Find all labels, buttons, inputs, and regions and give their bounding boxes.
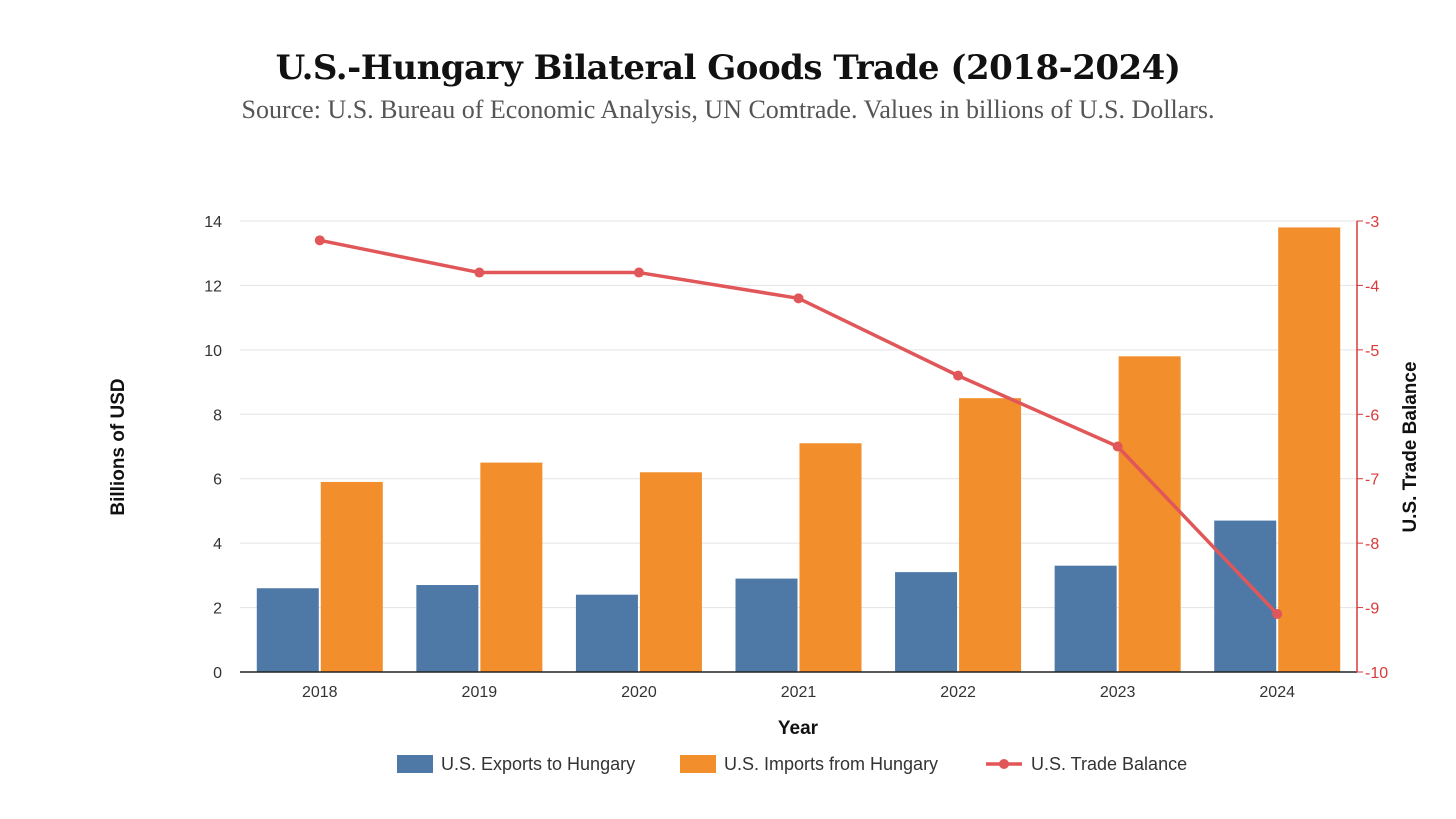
- legend-label-imports: U.S. Imports from Hungary: [724, 754, 938, 774]
- bar-imports: [480, 462, 543, 672]
- axes: [240, 220, 1363, 673]
- bar-exports: [416, 585, 479, 672]
- x-tick-label: 2022: [940, 684, 976, 701]
- legend-swatch-imports: [680, 755, 716, 773]
- point-balance: [1112, 441, 1123, 452]
- y-tick-label: 8: [213, 407, 222, 424]
- y-tick-label: 6: [213, 472, 222, 489]
- legend-label-balance: U.S. Trade Balance: [1031, 754, 1187, 774]
- y-tick-label: 2: [213, 601, 222, 618]
- bar-exports: [735, 578, 798, 672]
- y2-tick-label: -10: [1365, 665, 1388, 682]
- legend-marker-balance: [999, 759, 1009, 769]
- y2-axis-title: U.S. Trade Balance: [1400, 361, 1421, 532]
- bar-series: [256, 227, 1341, 672]
- x-axis-title: Year: [778, 718, 819, 739]
- point-balance: [474, 267, 485, 278]
- x-tick-label: 2020: [621, 684, 657, 701]
- bar-exports: [575, 594, 638, 672]
- bar-imports: [320, 481, 383, 672]
- y-tick-label: 4: [213, 536, 222, 553]
- y-tick-label: 10: [204, 343, 222, 360]
- x-tick-label: 2024: [1259, 684, 1295, 701]
- chart-title: U.S.-Hungary Bilateral Goods Trade (2018…: [275, 48, 1181, 88]
- bar-imports: [799, 443, 862, 672]
- tick-labels: 0 2 4 6 8 10 12 14 -10 -9 -8 -7 -6 -5 -4 -3 2018 2019 2020…: [204, 214, 1388, 701]
- point-balance: [314, 235, 325, 246]
- bar-imports: [1278, 227, 1341, 672]
- y2-tick-label: -5: [1365, 343, 1379, 360]
- legend-swatch-exports: [397, 755, 433, 773]
- x-tick-label: 2021: [781, 684, 817, 701]
- chart-subtitle: Source: U.S. Bureau of Economic Analysis…: [241, 95, 1215, 124]
- y2-tick-label: -4: [1365, 278, 1379, 295]
- line-series: [314, 235, 1283, 620]
- point-balance: [1272, 609, 1283, 620]
- bar-imports: [1118, 356, 1181, 672]
- bar-imports: [959, 398, 1022, 672]
- bar-exports: [1054, 565, 1117, 672]
- y-axis-title: Billions of USD: [108, 378, 129, 515]
- point-balance: [633, 267, 644, 278]
- grid-lines: [240, 220, 1357, 609]
- y-tick-label: 14: [204, 214, 222, 231]
- point-balance: [793, 293, 804, 304]
- y2-tick-label: -7: [1365, 472, 1379, 489]
- y2-tick-label: -8: [1365, 536, 1379, 553]
- y-tick-label: 0: [213, 665, 222, 682]
- y2-tick-label: -3: [1365, 214, 1379, 231]
- bar-exports: [1214, 520, 1277, 672]
- x-tick-label: 2018: [302, 684, 338, 701]
- legend-label-exports: U.S. Exports to Hungary: [441, 754, 635, 774]
- bar-imports: [639, 472, 702, 672]
- point-balance: [953, 370, 964, 381]
- x-tick-label: 2019: [462, 684, 498, 701]
- bar-exports: [895, 572, 958, 672]
- bar-exports: [256, 588, 319, 672]
- y2-tick-label: -6: [1365, 407, 1379, 424]
- x-tick-label: 2023: [1100, 684, 1136, 701]
- y2-tick-label: -9: [1365, 601, 1379, 618]
- legend: U.S. Exports to Hungary U.S. Imports fro…: [397, 754, 1187, 774]
- y-tick-label: 12: [204, 278, 222, 295]
